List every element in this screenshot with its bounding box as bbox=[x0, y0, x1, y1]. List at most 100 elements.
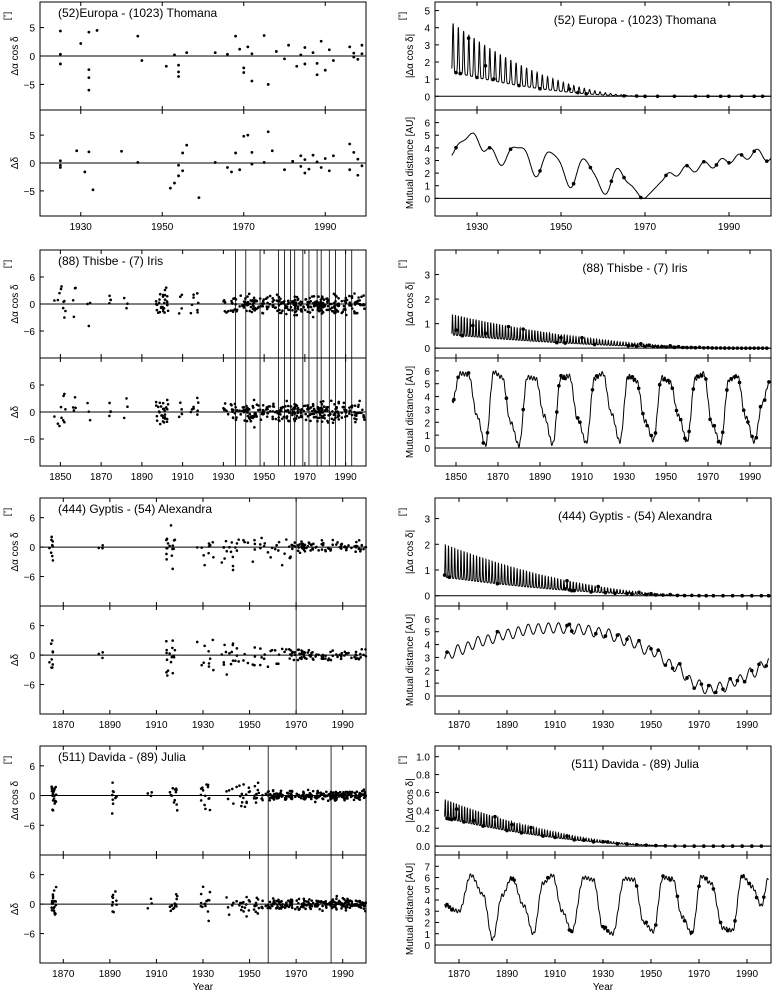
data-point bbox=[353, 655, 356, 659]
data-point bbox=[165, 294, 169, 298]
data-point bbox=[181, 151, 185, 155]
x-tick-label: 1930 bbox=[70, 222, 93, 233]
data-point bbox=[52, 909, 56, 913]
data-point bbox=[88, 418, 92, 422]
data-point bbox=[336, 541, 339, 544]
data-point bbox=[87, 150, 91, 154]
data-point bbox=[296, 549, 300, 553]
data-point bbox=[283, 650, 286, 654]
data-point bbox=[291, 650, 294, 654]
data-point bbox=[158, 422, 162, 426]
data-point bbox=[324, 549, 327, 553]
data-point bbox=[279, 903, 282, 907]
data-point bbox=[243, 303, 247, 306]
data-point bbox=[339, 655, 343, 658]
data-point bbox=[291, 413, 294, 417]
data-point bbox=[303, 171, 307, 175]
y-tick-label: 6 bbox=[29, 514, 35, 525]
x-tick-label: 1890 bbox=[99, 969, 122, 980]
data-point bbox=[58, 291, 61, 295]
data-point bbox=[316, 789, 319, 793]
data-point bbox=[230, 170, 233, 174]
unit-label: ["] bbox=[397, 12, 407, 20]
data-point bbox=[332, 418, 336, 422]
distance-point bbox=[678, 417, 683, 422]
data-point bbox=[257, 906, 261, 910]
data-point bbox=[362, 294, 365, 297]
data-point bbox=[331, 421, 335, 425]
offset-point bbox=[643, 344, 647, 349]
data-point bbox=[87, 30, 91, 34]
data-point bbox=[319, 406, 323, 409]
data-point bbox=[294, 907, 297, 911]
data-point bbox=[63, 392, 66, 396]
data-point bbox=[255, 299, 259, 303]
data-point bbox=[324, 901, 328, 905]
data-point bbox=[227, 789, 231, 792]
data-point bbox=[87, 76, 91, 79]
offset-point bbox=[663, 844, 668, 848]
data-point bbox=[299, 408, 302, 412]
data-point bbox=[339, 544, 343, 547]
data-point bbox=[328, 794, 331, 797]
distance-point bbox=[594, 374, 599, 378]
offset-point bbox=[651, 344, 656, 349]
chart-title: (88) Thisbe - (7) Iris bbox=[58, 254, 163, 268]
distance-point bbox=[603, 925, 608, 930]
distance-point bbox=[644, 920, 648, 925]
data-point bbox=[346, 897, 349, 901]
y-tick-label: 1 bbox=[424, 930, 430, 941]
data-point bbox=[199, 892, 203, 896]
y-tick-label: 2 bbox=[424, 540, 430, 551]
data-point bbox=[277, 899, 280, 903]
distance-point bbox=[546, 875, 550, 880]
data-point bbox=[354, 657, 358, 661]
data-point bbox=[231, 564, 235, 568]
x-tick-label: 1910 bbox=[172, 472, 195, 483]
data-point bbox=[298, 652, 301, 656]
data-point bbox=[340, 907, 343, 910]
data-point bbox=[316, 301, 320, 304]
data-point bbox=[333, 794, 336, 798]
x-tick-label: 1930 bbox=[592, 720, 615, 731]
data-point bbox=[53, 899, 56, 903]
data-point bbox=[299, 154, 303, 158]
data-point bbox=[246, 411, 249, 414]
data-point bbox=[245, 895, 248, 899]
data-point bbox=[290, 900, 294, 904]
data-point bbox=[171, 544, 175, 547]
data-point bbox=[244, 297, 247, 300]
data-point bbox=[287, 419, 290, 423]
data-point bbox=[294, 304, 298, 307]
data-point bbox=[271, 417, 275, 421]
data-point bbox=[240, 905, 244, 909]
data-point bbox=[345, 414, 349, 418]
offset-point bbox=[626, 343, 630, 348]
data-point bbox=[309, 907, 313, 911]
data-point bbox=[173, 53, 176, 57]
data-point bbox=[158, 292, 162, 296]
data-point bbox=[308, 296, 311, 300]
y-tick-label: 6 bbox=[424, 874, 430, 885]
data-point bbox=[52, 797, 56, 800]
data-point bbox=[305, 793, 308, 797]
data-point bbox=[86, 302, 89, 306]
y-tick-label: 4 bbox=[424, 144, 430, 155]
data-point bbox=[243, 419, 246, 422]
offset-point bbox=[505, 828, 509, 833]
y-tick-label: −6 bbox=[24, 435, 36, 446]
y-tick-label: 0 bbox=[29, 543, 35, 554]
data-point bbox=[233, 296, 237, 300]
data-point bbox=[343, 654, 346, 657]
data-point bbox=[316, 419, 319, 423]
data-point bbox=[114, 890, 117, 893]
distance-point bbox=[636, 386, 641, 391]
data-point bbox=[311, 51, 315, 54]
offset-point bbox=[702, 844, 706, 848]
data-point bbox=[288, 556, 292, 560]
data-point bbox=[196, 311, 199, 314]
offset-point bbox=[447, 575, 452, 579]
data-point bbox=[355, 302, 358, 305]
offset-point bbox=[655, 344, 660, 349]
data-point bbox=[264, 792, 268, 796]
